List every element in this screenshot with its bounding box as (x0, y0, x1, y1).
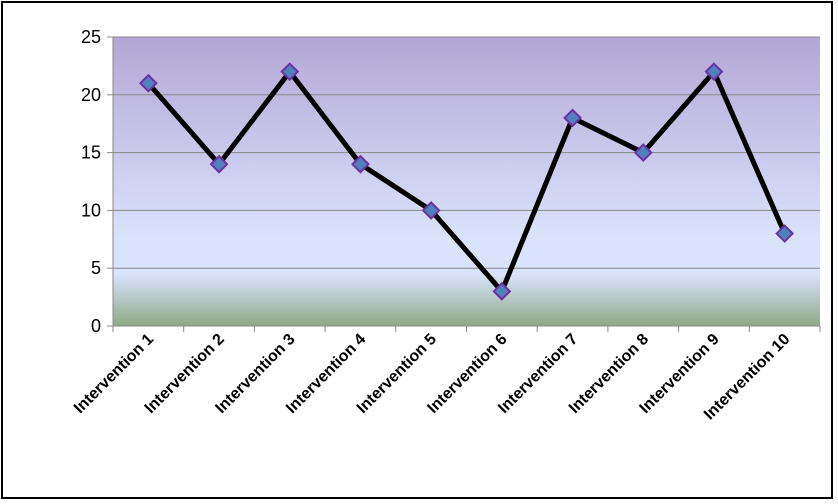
y-tick-label: 5 (91, 258, 101, 278)
y-tick-label: 25 (81, 27, 101, 47)
y-tick-label: 20 (81, 85, 101, 105)
data-point-marker (633, 143, 653, 163)
data-point-marker (775, 224, 795, 243)
y-tick-label: 0 (91, 316, 101, 336)
series-line (146, 67, 787, 297)
data-point-marker (563, 108, 582, 128)
series-group (138, 62, 795, 301)
data-point-marker (351, 154, 370, 174)
y-tick-label: 10 (81, 200, 101, 220)
data-point-marker (421, 200, 441, 220)
y-axis-ticks: 0 5 10 15 20 25 (81, 27, 113, 336)
gridlines (113, 36, 820, 269)
data-point-marker (492, 281, 512, 301)
data-point-marker (138, 73, 158, 93)
data-point-marker (704, 62, 724, 82)
y-tick-label: 15 (81, 143, 101, 163)
data-point-marker (209, 154, 229, 174)
data-point-marker (280, 62, 300, 82)
